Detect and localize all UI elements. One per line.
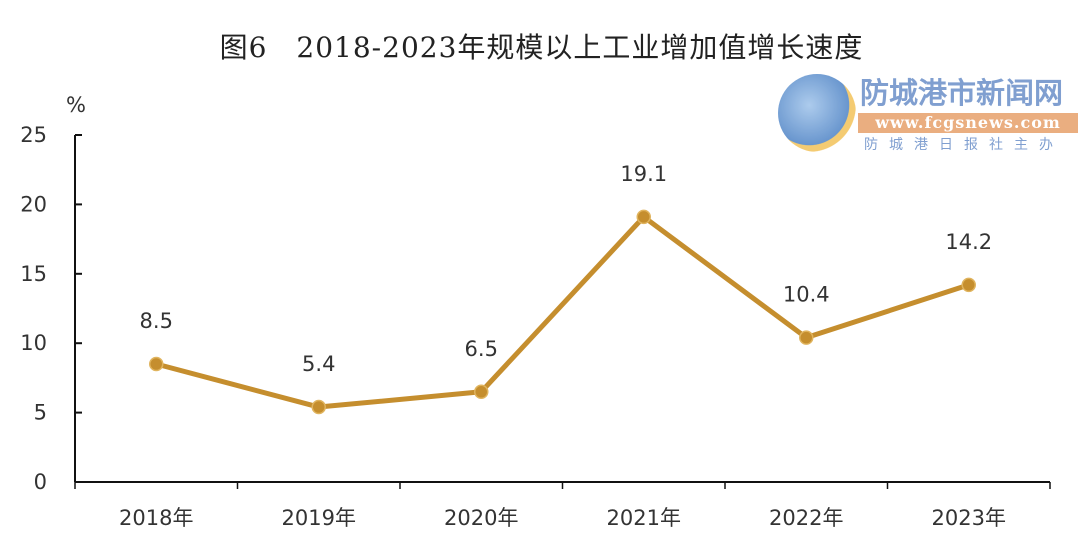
x-tick-label: 2023年 — [932, 506, 1006, 530]
data-point — [474, 384, 489, 400]
data-point — [636, 209, 651, 225]
x-tick-label: 2019年 — [282, 506, 356, 530]
watermark-url: www.fcgsnews.com — [858, 113, 1078, 133]
data-label: 10.4 — [783, 283, 830, 307]
y-tick-label: 20 — [20, 192, 47, 216]
y-tick-label: 10 — [20, 331, 47, 355]
data-point — [961, 277, 976, 293]
watermark-sub: 防城港日报社主办 — [864, 137, 1064, 153]
x-tick-label: 2018年 — [119, 506, 193, 530]
watermark-logo: 防城港市新闻网 www.fcgsnews.com 防城港日报社主办 — [778, 72, 1080, 160]
series-line — [155, 214, 970, 410]
data-label: 19.1 — [620, 162, 667, 186]
data-label: 8.5 — [140, 309, 173, 333]
data-label: 5.4 — [302, 352, 335, 376]
y-tick-label: 15 — [20, 262, 47, 286]
chart-title: 图6 2018-2023年规模以上工业增加值增长速度 — [219, 31, 864, 64]
data-label: 6.5 — [465, 337, 498, 361]
watermark-name: 防城港市新闻网 — [860, 76, 1064, 110]
data-point — [799, 330, 814, 345]
x-tick-label: 2021年 — [607, 506, 681, 530]
data-point — [149, 356, 164, 372]
x-tick-label: 2022年 — [769, 506, 843, 530]
news-logo-icon — [778, 74, 856, 152]
y-axis-unit: % — [66, 93, 86, 117]
data-point — [311, 399, 326, 415]
x-tick-label: 2020年 — [444, 506, 518, 530]
y-tick-label: 25 — [20, 123, 47, 147]
y-tick-label: 5 — [34, 401, 47, 425]
data-label: 14.2 — [945, 230, 992, 254]
y-tick-label: 0 — [34, 470, 47, 494]
